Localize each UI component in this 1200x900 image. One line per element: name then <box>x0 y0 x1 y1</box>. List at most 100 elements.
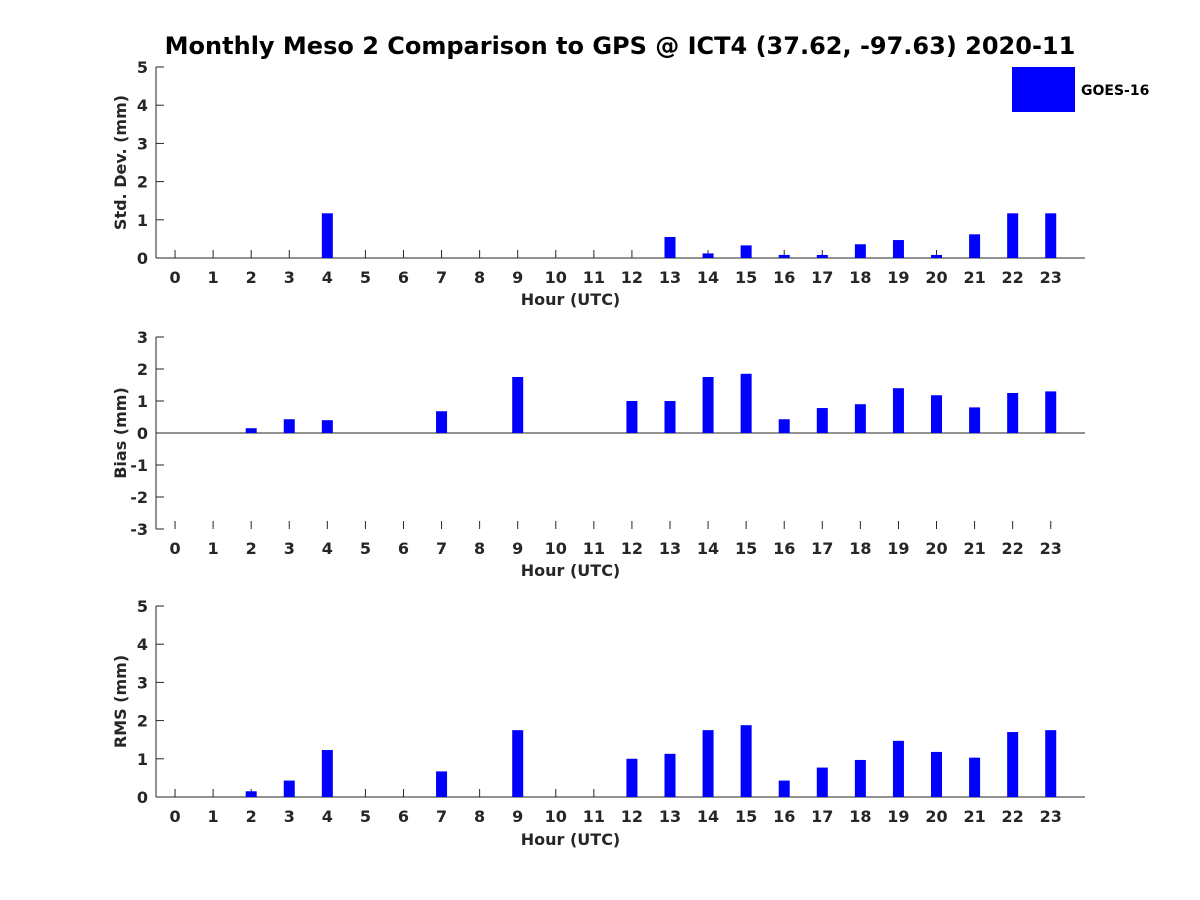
x-tick-label: 15 <box>735 807 757 826</box>
x-tick-label: 17 <box>811 807 833 826</box>
x-tick-label: 15 <box>735 268 757 287</box>
bar <box>283 419 295 433</box>
bar <box>969 757 981 797</box>
bar <box>1007 213 1019 258</box>
x-tick-label: 13 <box>659 268 681 287</box>
y-tick-label: 1 <box>137 750 148 769</box>
x-tick-label: 8 <box>474 807 485 826</box>
x-tick-label: 6 <box>398 539 409 558</box>
x-tick-label: 3 <box>284 807 295 826</box>
x-tick-label: 23 <box>1040 539 1062 558</box>
x-tick-label: 4 <box>322 268 333 287</box>
bar <box>702 253 714 258</box>
x-tick-label: 3 <box>284 539 295 558</box>
x-tick-label: 22 <box>1002 268 1024 287</box>
x-tick-label: 0 <box>169 807 180 826</box>
bar <box>892 740 904 797</box>
x-tick-label: 0 <box>169 268 180 287</box>
x-tick-label: 20 <box>925 268 947 287</box>
y-tick-label: 2 <box>137 173 148 192</box>
x-tick-label: 22 <box>1002 807 1024 826</box>
x-tick-label: 22 <box>1002 539 1024 558</box>
bar <box>854 759 866 797</box>
x-tick-label: 11 <box>583 807 605 826</box>
y-tick-label: 2 <box>137 360 148 379</box>
x-tick-label: 7 <box>436 268 447 287</box>
y-tick-label: 3 <box>137 673 148 692</box>
x-tick-label: 1 <box>208 539 219 558</box>
bar <box>283 780 295 797</box>
y-tick-label: 4 <box>137 96 148 115</box>
x-tick-label: 12 <box>621 807 643 826</box>
x-axis-label: Hour (UTC) <box>521 561 621 580</box>
x-tick-label: 14 <box>697 268 719 287</box>
bar <box>969 407 981 433</box>
bar <box>854 404 866 433</box>
x-tick-label: 18 <box>849 268 871 287</box>
x-tick-label: 1 <box>208 268 219 287</box>
x-tick-label: 5 <box>360 268 371 287</box>
x-axis-label: Hour (UTC) <box>521 830 621 849</box>
x-tick-label: 16 <box>773 807 795 826</box>
x-tick-label: 23 <box>1040 268 1062 287</box>
bar <box>778 419 790 433</box>
y-tick-label: 5 <box>137 597 148 616</box>
bar <box>892 240 904 258</box>
bar <box>778 254 790 258</box>
y-tick-label: -1 <box>130 456 148 475</box>
bar <box>702 377 714 433</box>
bar <box>816 408 828 433</box>
bar <box>931 751 943 797</box>
bar <box>664 236 676 258</box>
x-tick-label: 9 <box>512 539 523 558</box>
x-tick-label: 11 <box>583 539 605 558</box>
x-tick-label: 14 <box>697 539 719 558</box>
chart-title: Monthly Meso 2 Comparison to GPS @ ICT4 … <box>165 32 1076 60</box>
x-tick-label: 20 <box>925 807 947 826</box>
bar <box>436 771 448 797</box>
bar <box>740 373 752 433</box>
y-axis-label: Bias (mm) <box>111 387 130 479</box>
x-tick-label: 10 <box>545 539 567 558</box>
bar <box>626 401 638 433</box>
bar <box>626 758 638 797</box>
legend-label: GOES-16 <box>1081 83 1149 99</box>
bar <box>931 254 943 258</box>
y-axis-label: Std. Dev. (mm) <box>111 95 130 230</box>
x-tick-label: 16 <box>773 268 795 287</box>
x-tick-label: 9 <box>512 268 523 287</box>
x-tick-label: 15 <box>735 539 757 558</box>
x-tick-label: 10 <box>545 807 567 826</box>
bar <box>702 730 714 797</box>
bar <box>321 420 333 433</box>
y-tick-label: -2 <box>130 488 148 507</box>
x-tick-label: 2 <box>246 539 257 558</box>
bar <box>664 401 676 433</box>
x-tick-label: 16 <box>773 539 795 558</box>
x-tick-label: 19 <box>887 539 909 558</box>
x-tick-label: 7 <box>436 539 447 558</box>
x-tick-label: 19 <box>887 807 909 826</box>
bar <box>245 428 257 433</box>
x-tick-label: 6 <box>398 807 409 826</box>
bar <box>778 780 790 797</box>
x-tick-label: 8 <box>474 268 485 287</box>
x-tick-label: 10 <box>545 268 567 287</box>
bar <box>1007 732 1019 797</box>
bar <box>1045 730 1057 797</box>
x-tick-label: 7 <box>436 807 447 826</box>
y-tick-label: 4 <box>137 635 148 654</box>
x-tick-label: 19 <box>887 268 909 287</box>
x-tick-label: 14 <box>697 807 719 826</box>
x-tick-label: 6 <box>398 268 409 287</box>
x-tick-label: 5 <box>360 807 371 826</box>
x-tick-label: 1 <box>208 807 219 826</box>
bar <box>854 244 866 258</box>
x-tick-label: 21 <box>963 268 985 287</box>
x-tick-label: 4 <box>322 539 333 558</box>
x-tick-label: 2 <box>246 268 257 287</box>
bar <box>969 234 981 258</box>
